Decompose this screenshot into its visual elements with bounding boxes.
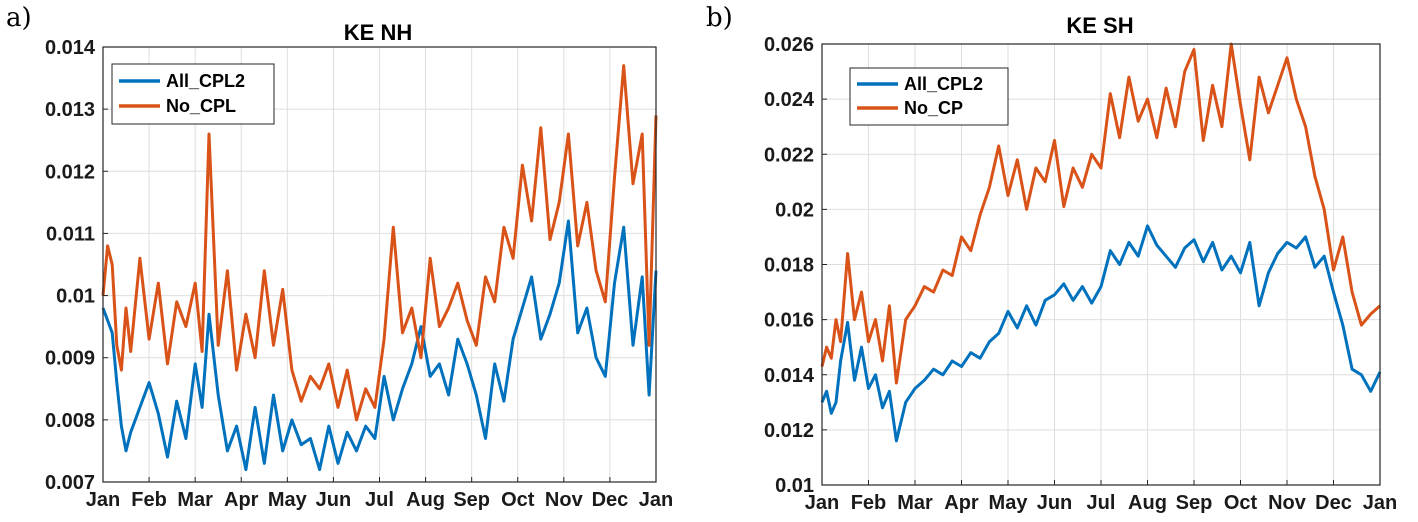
- y-tick-label: 0.02: [775, 199, 814, 221]
- legend-label-no-cp: No_CP: [904, 98, 963, 118]
- panel-label-b: b): [706, 3, 733, 33]
- y-tick-label: 0.016: [764, 310, 814, 332]
- x-tick-label: May: [268, 489, 308, 511]
- x-tick-label: Jan: [1363, 492, 1397, 514]
- y-tick-label: 0.014: [45, 37, 96, 59]
- y-tick-label: 0.01: [56, 286, 95, 308]
- x-tick-label: Jul: [1087, 492, 1116, 514]
- x-ticks-ke-sh: Jan Feb Mar Apr May Jun Jul Aug Sep Oct Nov Dec Jan: [805, 480, 1397, 514]
- x-tick-label: Oct: [1224, 492, 1258, 514]
- legend-box-ke-nh: [111, 63, 275, 125]
- panel-label-a: a): [6, 3, 32, 33]
- x-tick-label: Dec: [1315, 492, 1352, 514]
- legend-label-all-cpl2: All_CPL2: [904, 74, 983, 94]
- series-line-all-cpl2: [101, 219, 658, 472]
- x-tick-label: Apr: [224, 489, 259, 511]
- x-tick-label: Jul: [365, 489, 394, 511]
- series-line-no-cpl: [101, 64, 658, 422]
- chart-title-ke-nh: KE NH: [344, 20, 412, 45]
- legend-box-ke-sh: [849, 67, 1009, 126]
- legend-ke-nh: All_CPL2 No_CPL: [111, 63, 275, 125]
- y-tick-label: 0.022: [764, 144, 814, 166]
- x-tick-label: Feb: [131, 489, 167, 511]
- y-tick-label: 0.007: [45, 472, 95, 494]
- x-ticks-ke-nh: Jan Feb Mar Apr May Jun Jul Aug Sep Oct Nov Dec Jan: [86, 477, 673, 511]
- y-tick-label: 0.026: [764, 34, 814, 56]
- y-tick-label: 0.012: [764, 420, 814, 442]
- x-tick-label: Jan: [86, 489, 120, 511]
- y-tick-label: 0.009: [45, 348, 95, 370]
- x-tick-label: Jan: [805, 492, 839, 514]
- x-tick-label: Aug: [1128, 492, 1167, 514]
- x-tick-label: May: [989, 492, 1029, 514]
- x-tick-label: Mar: [897, 492, 933, 514]
- legend-label-all-cpl2: All_CPL2: [166, 71, 245, 91]
- x-tick-label: Nov: [1268, 492, 1307, 514]
- series-ke-sh: [820, 42, 1382, 443]
- x-tick-label: Aug: [406, 489, 445, 511]
- y-tick-label: 0.011: [46, 223, 95, 245]
- series-ke-nh: [101, 64, 658, 472]
- y-tick-label: 0.008: [45, 410, 95, 432]
- x-tick-label: Feb: [851, 492, 887, 514]
- x-tick-label: Nov: [545, 489, 584, 511]
- x-tick-label: Dec: [592, 489, 629, 511]
- x-tick-label: Jun: [316, 489, 352, 511]
- series-line-all-cpl2: [820, 224, 1382, 443]
- legend-label-no-cpl: No_CPL: [166, 96, 236, 116]
- y-tick-label: 0.01: [775, 475, 814, 497]
- chart-title-ke-sh: KE SH: [1066, 13, 1133, 38]
- panel-ke-nh: a) KE NH 0.0070.0080.0090.010.0110.0120.…: [6, 3, 673, 511]
- x-tick-label: Sep: [1176, 492, 1213, 514]
- panel-ke-sh: b) KE SH 0.010.0120.0140.0160.0180.020.0…: [706, 3, 1397, 514]
- y-ticks-ke-sh: 0.01 0.012 0.014 0.016 0.018 0.02 0.022 0.024 0.…: [764, 34, 827, 497]
- x-tick-label: Sep: [453, 489, 490, 511]
- y-tick-label: 0.024: [764, 89, 815, 111]
- y-tick-label: 0.013: [45, 99, 95, 121]
- y-tick-label: 0.018: [764, 255, 814, 277]
- y-tick-label: 0.014: [764, 365, 815, 387]
- x-tick-label: Mar: [177, 489, 213, 511]
- legend-ke-sh: All_CPL2 No_CP: [849, 67, 1009, 126]
- x-tick-label: Oct: [501, 489, 535, 511]
- x-tick-label: Jun: [1037, 492, 1073, 514]
- x-tick-label: Jan: [639, 489, 673, 511]
- y-tick-label: 0.012: [45, 161, 95, 183]
- y-ticks-ke-nh: 0.007 0.008 0.009 0.01 0.011 0.012 0.013 0.014: [45, 37, 108, 494]
- series-line-no-cp: [820, 42, 1381, 385]
- x-tick-label: Apr: [944, 492, 979, 514]
